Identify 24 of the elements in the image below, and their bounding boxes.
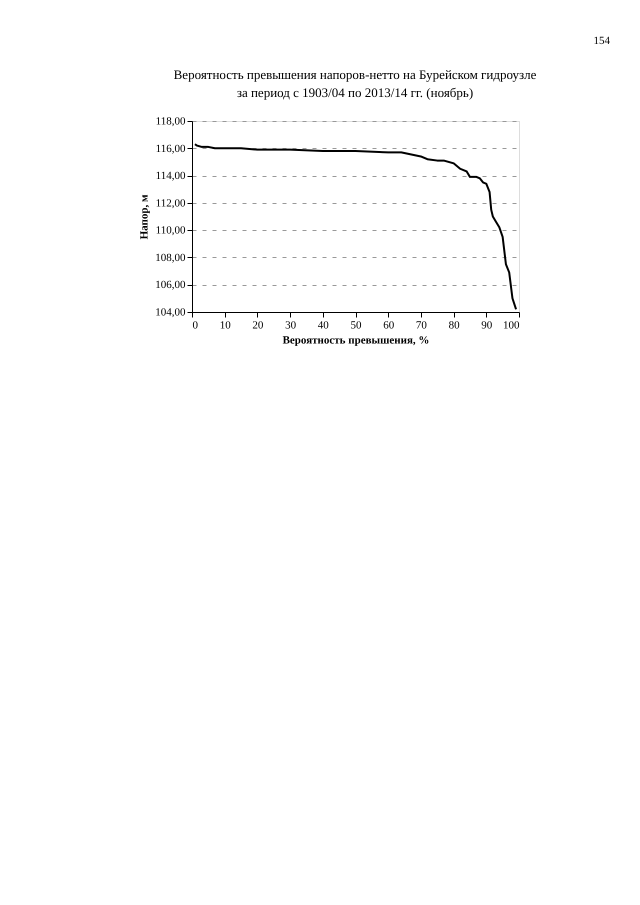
text: Вероятность превышения напоров-нетто на Бурейском гидроузле xyxy=(174,67,536,82)
text: 154 xyxy=(594,35,610,47)
x-tick-label: 30 xyxy=(285,320,297,332)
y-tick-label: 108,00 xyxy=(155,252,186,264)
y-tick-label: 118,00 xyxy=(156,116,186,128)
x-tick-label: 40 xyxy=(318,320,330,332)
y-tick-label: 106,00 xyxy=(155,279,186,292)
x-tick-label: 100 xyxy=(503,320,520,332)
x-tick-label: 0 xyxy=(192,320,198,332)
y-tick-label: 104,00 xyxy=(155,306,186,318)
y-tick-label: 112,00 xyxy=(156,197,186,210)
x-tick-label: 50 xyxy=(350,320,362,332)
x-tick-label: 90 xyxy=(481,320,493,332)
y-tick-label: 116,00 xyxy=(156,142,186,155)
y-tick-label: 110,00 xyxy=(156,224,186,237)
x-tick-label: 20 xyxy=(252,320,264,332)
y-axis-title: Напор, м xyxy=(138,194,150,240)
x-tick-label: 10 xyxy=(220,320,232,332)
x-tick-label: 60 xyxy=(383,320,395,332)
text: за период с 1903/04 по 2013/14 гг. (ноябрь) xyxy=(236,85,474,100)
x-tick-label: 70 xyxy=(416,320,428,332)
x-axis-title: Вероятность превышения, % xyxy=(282,334,430,346)
y-tick-label: 114,00 xyxy=(156,170,186,182)
x-tick-label: 80 xyxy=(448,320,460,332)
